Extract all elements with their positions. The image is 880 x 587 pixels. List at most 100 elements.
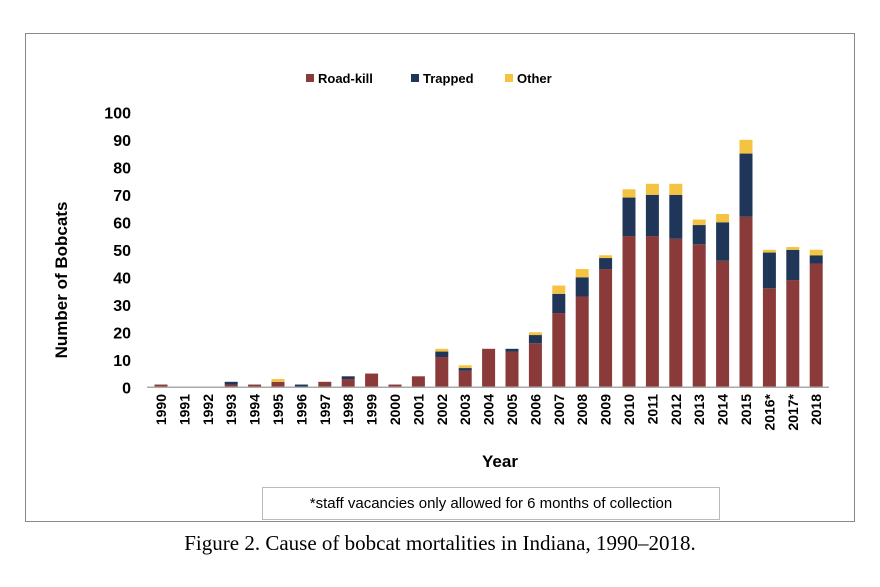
bar-trapped (786, 249, 800, 281)
bar-trapped (692, 225, 706, 245)
bar-trapped (224, 381, 238, 385)
bar-trapped (575, 277, 589, 297)
bar-trapped (528, 335, 542, 344)
bar-trapped (739, 153, 753, 217)
bar-road-kill (435, 357, 449, 388)
bar-trapped (341, 376, 355, 380)
bar-other (528, 332, 542, 336)
y-tick-label: 10 (113, 353, 131, 370)
y-tick-label: 100 (104, 105, 131, 122)
bar-other (271, 379, 285, 382)
legend-label: Road-kill (318, 71, 373, 86)
bar-road-kill (716, 260, 730, 388)
x-tick-label: 1994 (247, 394, 263, 425)
bar-other (739, 139, 753, 154)
bar-road-kill (388, 384, 402, 388)
y-tick-label: 0 (122, 380, 131, 397)
bar-road-kill (505, 351, 519, 388)
bar-road-kill (224, 384, 238, 388)
bar-other (435, 348, 449, 352)
y-tick-label: 60 (113, 215, 131, 232)
x-tick-label: 1992 (200, 394, 216, 425)
chart-note: *staff vacancies only allowed for 6 mont… (262, 487, 720, 520)
bar-trapped (762, 252, 776, 289)
y-axis-label: Number of Bobcats (52, 202, 71, 359)
bar-road-kill (645, 236, 659, 388)
x-axis-label: Year (482, 452, 518, 471)
bar-trapped (599, 258, 613, 270)
y-tick-label: 20 (113, 325, 131, 342)
bar-other (786, 247, 800, 250)
bar-other (622, 189, 636, 198)
bar-trapped (294, 384, 308, 388)
bar-road-kill (341, 379, 355, 388)
x-tick-label: 2009 (598, 394, 614, 425)
x-tick-label: 2002 (434, 394, 450, 425)
x-tick-label: 1998 (340, 394, 356, 425)
bar-other (809, 249, 823, 256)
bar-other (669, 183, 683, 195)
bar-other (692, 219, 706, 226)
x-tick-label: 1990 (153, 394, 169, 425)
bar-road-kill (458, 370, 472, 388)
bar-other (645, 183, 659, 195)
bar-road-kill (575, 296, 589, 388)
bar-trapped (435, 351, 449, 358)
y-tick-label: 90 (113, 133, 131, 150)
x-tick-label: 2007 (551, 394, 567, 425)
x-tick-label: 2018 (808, 394, 824, 425)
x-tick-label: 2008 (574, 394, 590, 425)
y-tick-label: 50 (113, 243, 131, 260)
bar-road-kill (622, 236, 636, 388)
x-tick-label: 1995 (270, 394, 286, 425)
bar-trapped (716, 222, 730, 261)
bar-other (716, 214, 730, 223)
bar-road-kill (739, 216, 753, 388)
legend-swatch-road-kill (306, 74, 314, 82)
bar-road-kill (248, 384, 262, 388)
x-tick-label: 2001 (410, 394, 426, 425)
x-tick-label: 2005 (504, 394, 520, 425)
bar-trapped (552, 293, 566, 314)
bar-road-kill (669, 238, 683, 388)
bar-road-kill (365, 373, 379, 388)
x-tick-label: 2016* (761, 393, 777, 430)
bar-road-kill (552, 313, 566, 388)
y-tick-label: 30 (113, 298, 131, 315)
bar-other (575, 269, 589, 278)
bar-road-kill (411, 376, 425, 388)
legend-swatch-other (505, 74, 513, 82)
x-tick-label: 1996 (293, 394, 309, 425)
legend-label: Trapped (423, 71, 474, 86)
y-tick-label: 70 (113, 188, 131, 205)
legend-label: Other (517, 71, 552, 86)
bar-other (458, 365, 472, 369)
bar-trapped (669, 194, 683, 239)
bar-road-kill (599, 269, 613, 388)
y-tick-label: 40 (113, 270, 131, 287)
bar-road-kill (809, 263, 823, 388)
bar-other (599, 255, 613, 259)
bar-road-kill (318, 381, 332, 388)
x-tick-label: 1997 (317, 394, 333, 425)
bar-trapped (622, 197, 636, 237)
bar-other (552, 285, 566, 294)
x-tick-label: 1999 (364, 394, 380, 425)
x-tick-label: 2015 (738, 394, 754, 425)
x-tick-label: 2011 (644, 394, 660, 425)
x-tick-label: 1993 (223, 394, 239, 425)
x-tick-label: 2010 (621, 394, 637, 425)
bar-road-kill (482, 348, 496, 388)
figure-caption: Figure 2. Cause of bobcat mortalities in… (184, 531, 696, 555)
bar-road-kill (271, 381, 285, 388)
x-tick-label: 2017* (785, 393, 801, 430)
chart-frame (25, 33, 855, 522)
x-tick-label: 2006 (527, 394, 543, 425)
x-tick-label: 2012 (668, 394, 684, 425)
bar-road-kill (786, 280, 800, 388)
bar-road-kill (762, 288, 776, 388)
bar-trapped (809, 255, 823, 264)
bar-other (762, 249, 776, 253)
x-tick-label: 2013 (691, 394, 707, 425)
